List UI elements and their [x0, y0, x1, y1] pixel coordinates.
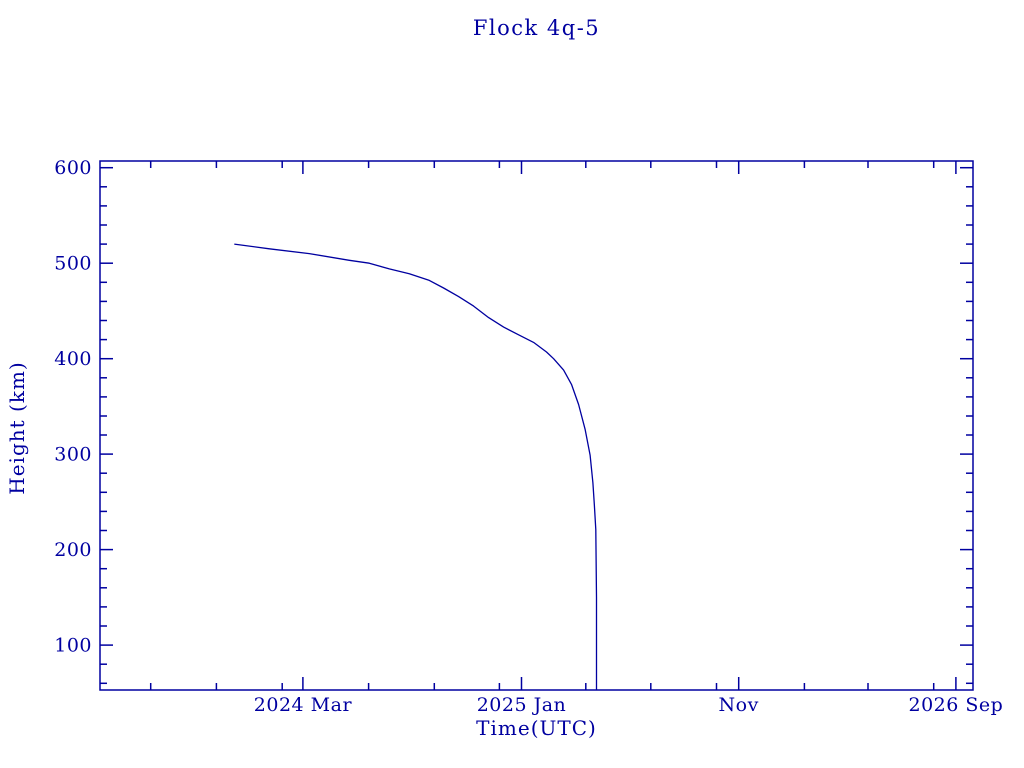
y-tick-label: 600 — [54, 157, 92, 179]
decay-curve — [234, 243, 598, 690]
x-axis-ticks: 2024 Mar 2025 Jan Nov 2026 Sep — [149, 161, 1003, 716]
y-tick-label: 300 — [54, 444, 92, 466]
x-tick-label: 2024 Mar — [254, 694, 353, 716]
x-axis-title: Time(UTC) — [476, 716, 597, 740]
x-tick-label: 2025 Jan — [477, 694, 567, 716]
y-tick-label: 400 — [54, 348, 92, 370]
y-tick-label: 200 — [54, 539, 92, 561]
y-tick-label: 500 — [54, 253, 92, 275]
x-tick-label: Nov — [719, 694, 759, 716]
y-axis-ticks: 100 200 300 400 500 600 — [54, 157, 973, 685]
y-tick-label: 100 — [54, 635, 92, 657]
plot-frame — [99, 160, 974, 691]
chart-title: Flock 4q-5 — [472, 16, 601, 40]
x-tick-label: 2026 Sep — [908, 694, 1003, 716]
